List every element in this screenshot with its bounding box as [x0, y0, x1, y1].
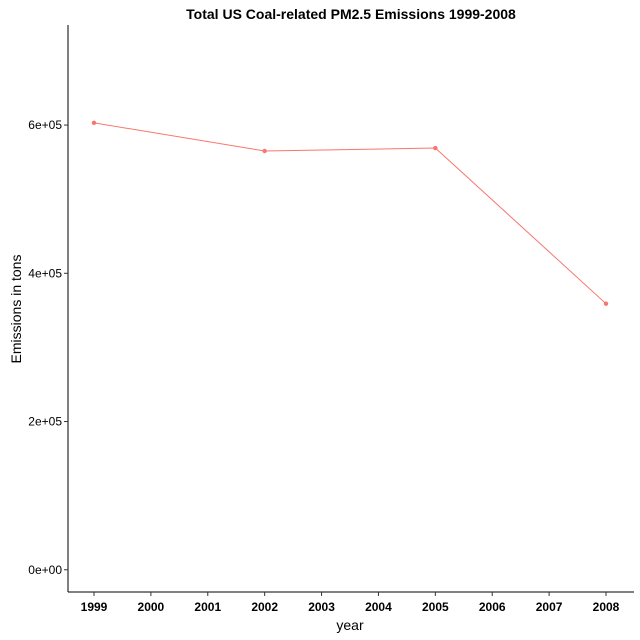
series-line — [93, 122, 607, 305]
x-tick-label: 2006 — [479, 600, 506, 614]
x-tick-label: 2005 — [422, 600, 449, 614]
x-tick-label: 2001 — [194, 600, 221, 614]
y-axis-title: Emissions in tons — [8, 255, 24, 364]
y-tick-label: 0e+00 — [28, 563, 62, 577]
chart-title: Total US Coal-related PM2.5 Emissions 19… — [186, 6, 516, 22]
x-tick-label: 1999 — [81, 600, 108, 614]
y-tick-label: 6e+05 — [28, 118, 62, 132]
x-tick-label: 2004 — [365, 600, 392, 614]
data-point — [603, 301, 609, 306]
data-point — [433, 145, 438, 151]
x-tick-label: 2007 — [536, 600, 563, 614]
data-point — [262, 148, 267, 154]
x-tick-label: 2002 — [251, 600, 278, 614]
data-point — [91, 120, 97, 126]
y-tick-label: 2e+05 — [28, 415, 62, 429]
x-tick-label: 2003 — [308, 600, 335, 614]
x-tick-label: 2000 — [138, 600, 165, 614]
y-axis-ticks: 0e+00 2e+05 4e+05 6e+05 — [28, 118, 68, 577]
y-tick-label: 4e+05 — [28, 266, 62, 280]
x-tick-label: 2008 — [593, 600, 620, 614]
x-axis-ticks: 1999 2000 2001 2002 2003 2004 2005 2006 2007 2008 — [81, 592, 620, 614]
x-axis-title: year — [336, 617, 364, 633]
plot-series — [91, 120, 609, 306]
